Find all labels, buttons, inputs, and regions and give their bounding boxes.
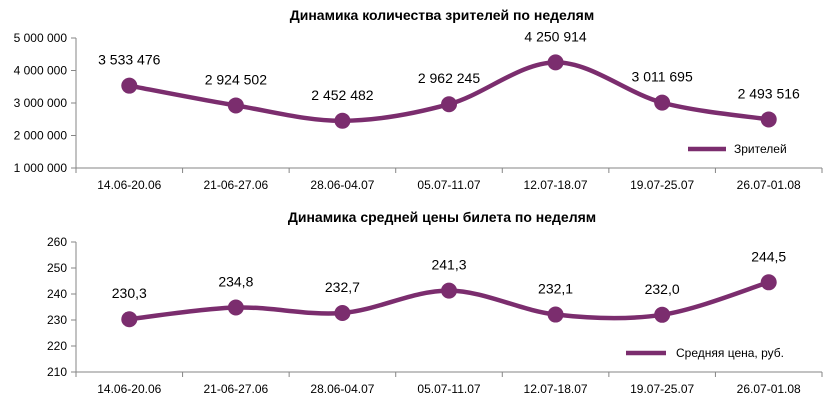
price-x-tick-label: 05.07-11.07 bbox=[417, 382, 480, 396]
viewers-x-tick-label: 05.07-11.07 bbox=[417, 178, 480, 192]
viewers-chart-title: Динамика количества зрителей по неделям bbox=[290, 7, 594, 23]
price-data-label: 234,8 bbox=[218, 274, 253, 290]
price-data-label: 241,3 bbox=[431, 257, 466, 273]
price-data-label: 232,0 bbox=[645, 281, 680, 297]
viewers-y-tick-label: 3 000 000 bbox=[14, 96, 68, 110]
viewers-x-tick-label: 19.07-25.07 bbox=[630, 178, 694, 192]
viewers-data-label: 2 962 245 bbox=[418, 70, 480, 86]
price-y-tick-label: 240 bbox=[47, 287, 67, 301]
price-data-point bbox=[654, 306, 671, 323]
viewers-data-point bbox=[441, 96, 457, 113]
price-data-point bbox=[547, 306, 564, 323]
price-y-tick-label: 260 bbox=[47, 235, 67, 249]
price-y-tick-label: 210 bbox=[47, 365, 67, 379]
viewers-y-tick-label: 2 000 000 bbox=[14, 129, 68, 143]
viewers-data-label: 2 452 482 bbox=[311, 87, 373, 103]
price-y-tick-label: 220 bbox=[47, 339, 67, 353]
viewers-data-label: 2 493 516 bbox=[738, 85, 800, 101]
viewers-data-label: 3 533 476 bbox=[98, 52, 160, 68]
viewers-x-tick-label: 12.07-18.07 bbox=[524, 178, 588, 192]
price-x-tick-label: 26.07-01.08 bbox=[737, 382, 801, 396]
viewers-data-label: 4 250 914 bbox=[524, 28, 586, 44]
viewers-legend-label: Зрителей bbox=[734, 142, 787, 156]
price-y-tick-label: 230 bbox=[47, 313, 67, 327]
viewers-data-point bbox=[547, 54, 564, 71]
price-x-tick-label: 21-06-27.06 bbox=[203, 382, 268, 396]
price-data-point bbox=[227, 299, 244, 316]
viewers-data-point bbox=[654, 94, 671, 111]
viewers-x-tick-label: 26.07-01.08 bbox=[737, 178, 801, 192]
viewers-data-point bbox=[760, 111, 777, 128]
viewers-data-label: 3 011 695 bbox=[632, 69, 693, 85]
price-y-tick-label: 250 bbox=[47, 261, 67, 275]
price-data-label: 232,1 bbox=[538, 281, 573, 297]
price-data-label: 232,7 bbox=[325, 279, 360, 295]
viewers-data-label: 2 924 502 bbox=[205, 71, 267, 87]
price-data-point bbox=[121, 311, 138, 328]
price-data-label: 230,3 bbox=[112, 285, 147, 301]
price-chart: Динамика средней цены билета по неделям 2… bbox=[47, 209, 823, 396]
viewers-data-point bbox=[227, 97, 244, 114]
viewers-x-tick-label: 14.06-20.06 bbox=[97, 178, 161, 192]
viewers-y-tick-label: 1 000 000 bbox=[14, 161, 68, 175]
price-legend-label: Средняя цена, руб. bbox=[676, 346, 784, 360]
price-x-tick-label: 14.06-20.06 bbox=[97, 382, 161, 396]
price-data-label: 244,5 bbox=[751, 248, 786, 264]
price-data-point bbox=[760, 274, 777, 291]
price-x-tick-label: 12.07-18.07 bbox=[524, 382, 588, 396]
price-x-tick-label: 19.07-25.07 bbox=[630, 382, 694, 396]
price-x-tick-label: 28.06-04.07 bbox=[310, 382, 374, 396]
viewers-data-point bbox=[334, 112, 351, 129]
price-data-point bbox=[441, 282, 457, 299]
viewers-x-tick-label: 21-06-27.06 bbox=[203, 178, 268, 192]
viewers-chart: Динамика количества зрителей по неделям 1… bbox=[14, 7, 823, 192]
viewers-data-point bbox=[121, 77, 138, 94]
price-data-point bbox=[334, 304, 351, 321]
viewers-x-tick-label: 28.06-04.07 bbox=[310, 178, 374, 192]
price-chart-title: Динамика средней цены билета по неделям bbox=[288, 209, 596, 225]
viewers-y-tick-label: 4 000 000 bbox=[14, 64, 68, 78]
viewers-y-tick-label: 5 000 000 bbox=[14, 31, 68, 45]
